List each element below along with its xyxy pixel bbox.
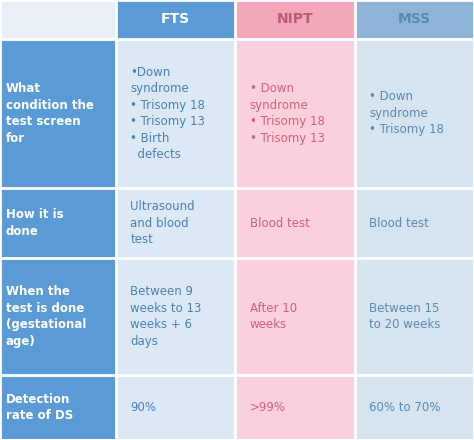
Bar — [0, 188, 116, 258]
Text: What
condition the
test screen
for: What condition the test screen for — [6, 82, 93, 145]
Text: 90%: 90% — [130, 401, 156, 414]
Text: >99%: >99% — [250, 401, 286, 414]
Bar — [0, 0, 116, 39]
Text: Between 9
weeks to 13
weeks + 6
days: Between 9 weeks to 13 weeks + 6 days — [130, 285, 202, 348]
Text: 60% to 70%: 60% to 70% — [369, 401, 440, 414]
Text: How it is
done: How it is done — [6, 208, 64, 238]
Text: Blood test: Blood test — [369, 216, 429, 230]
Bar — [116, 258, 236, 375]
Text: FTS: FTS — [161, 12, 191, 26]
Text: Detection
rate of DS: Detection rate of DS — [6, 392, 73, 422]
Bar — [116, 188, 236, 258]
Text: Between 15
to 20 weeks: Between 15 to 20 weeks — [369, 301, 440, 331]
Bar — [236, 258, 355, 375]
Bar — [355, 375, 474, 440]
Text: NIPT: NIPT — [277, 12, 313, 26]
Bar — [116, 39, 236, 188]
Text: • Down
syndrome
• Trisomy 18
• Trisomy 13: • Down syndrome • Trisomy 18 • Trisomy 1… — [250, 82, 325, 145]
Bar — [0, 375, 116, 440]
Text: After 10
weeks: After 10 weeks — [250, 301, 297, 331]
Bar — [236, 39, 355, 188]
Bar — [355, 0, 474, 39]
Bar — [0, 258, 116, 375]
Bar — [355, 39, 474, 188]
Text: Blood test: Blood test — [250, 216, 310, 230]
Bar — [236, 375, 355, 440]
Bar — [116, 0, 236, 39]
Bar — [355, 188, 474, 258]
Bar — [116, 375, 236, 440]
Bar — [355, 258, 474, 375]
Text: • Down
syndrome
• Trisomy 18: • Down syndrome • Trisomy 18 — [369, 90, 444, 136]
Bar — [0, 39, 116, 188]
Text: MSS: MSS — [398, 12, 431, 26]
Bar — [236, 188, 355, 258]
Text: Ultrasound
and blood
test: Ultrasound and blood test — [130, 200, 195, 246]
Bar — [236, 0, 355, 39]
Text: •Down
syndrome
• Trisomy 18
• Trisomy 13
• Birth
  defects: •Down syndrome • Trisomy 18 • Trisomy 13… — [130, 66, 205, 161]
Text: When the
test is done
(gestational
age): When the test is done (gestational age) — [6, 285, 86, 348]
